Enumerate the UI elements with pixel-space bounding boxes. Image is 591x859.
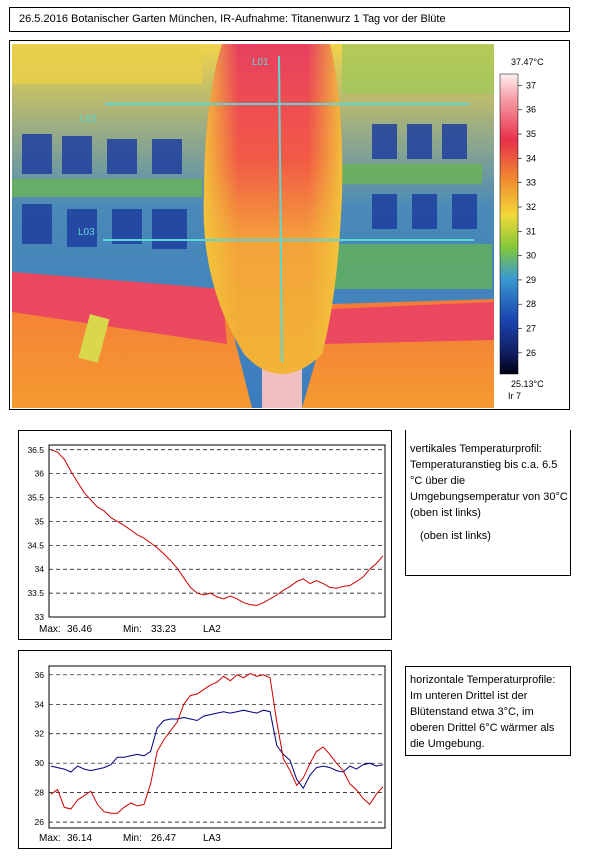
y-tick-label: 35.5 xyxy=(27,493,44,503)
y-tick-label: 34 xyxy=(35,564,45,574)
colorbar-min-label: 25.13°C xyxy=(511,379,544,389)
y-tick-label: 33 xyxy=(35,612,45,622)
y-tick-label: 34.5 xyxy=(27,540,44,550)
chart1-name: LA2 xyxy=(203,624,221,635)
colorbar-tick-label: 36 xyxy=(526,105,536,115)
colorbar-tick-label: 31 xyxy=(526,226,536,236)
y-tick-label: 36.5 xyxy=(27,445,44,455)
note-vertical-frame xyxy=(405,430,571,576)
profile-line-l01 xyxy=(278,55,283,363)
colorbar-tick-label: 37 xyxy=(526,80,536,90)
chart2-max-value: 36.14 xyxy=(67,833,93,844)
chart-vertical-profile-panel: 36.5 36 35.5 35 34.5 34 33.5 33 Max: 36.46 Min:… xyxy=(18,430,392,640)
series-line-1 xyxy=(50,672,384,814)
title-box: 26.5.2016 Botanischer Garten München, IR… xyxy=(9,7,570,32)
chart1-min-label: Min: xyxy=(123,624,142,635)
chart2-min-label: Min: xyxy=(123,833,142,844)
y-tick-label: 35 xyxy=(35,516,45,526)
line-label-l03: L03 xyxy=(78,227,95,238)
chart2-name: LA3 xyxy=(203,833,221,844)
chart1-max-label: Max: xyxy=(39,624,61,635)
thermal-image: L01 L02 L03 xyxy=(12,44,494,408)
note-horizontal-box xyxy=(405,666,571,756)
colorbar-tick-label: 30 xyxy=(526,251,536,261)
colorbar-tick-label: 27 xyxy=(526,324,536,334)
series-line-0 xyxy=(50,709,384,790)
plot-area xyxy=(48,665,386,829)
chart-horizontal-profile-panel: 36 34 32 30 28 26 Max: 36.14 Min: 26.47 LA3 xyxy=(18,650,392,849)
colorbar-palette-label: Ir 7 xyxy=(508,391,522,401)
y-tick-label: 34 xyxy=(35,699,45,709)
y-tick-label: 36 xyxy=(35,670,45,680)
colorbar-tick-label: 34 xyxy=(526,153,536,163)
note-vertical-extra: (oben ist links) xyxy=(420,530,491,542)
note-vertical-text: vertikales Temperaturprofil: Temperatura… xyxy=(410,443,568,519)
y-tick-label: 36 xyxy=(35,469,45,479)
series-line-0 xyxy=(50,449,384,607)
chart1-max-value: 36.46 xyxy=(67,624,93,635)
y-tick-label: 30 xyxy=(35,758,45,768)
color-scale: 37 36 35 34 33 32 31 30 29 28 27 26 xyxy=(499,73,536,375)
y-tick-label: 28 xyxy=(35,788,45,798)
chart2-min-value: 26.47 xyxy=(151,833,177,844)
chart1-min-value: 33.23 xyxy=(151,624,177,635)
y-tick-label: 33.5 xyxy=(27,588,44,598)
chart2-max-label: Max: xyxy=(39,833,61,844)
line-label-l02: L02 xyxy=(80,114,97,125)
colorbar-tick-label: 28 xyxy=(526,299,536,309)
colorbar-tick-label: 33 xyxy=(526,178,536,188)
colorbar-tick-label: 26 xyxy=(526,348,536,358)
colorbar-max-label: 37.47°C xyxy=(511,57,544,67)
colorbar-tick-label: 35 xyxy=(526,129,536,139)
plot-area xyxy=(48,444,386,618)
chart-vertical-profile: 36.5 36 35.5 35 34.5 34 33.5 33 xyxy=(27,444,386,622)
colorbar-tick-label: 32 xyxy=(526,202,536,212)
page-title: 26.5.2016 Botanischer Garten München, IR… xyxy=(19,13,446,25)
line-label-l01: L01 xyxy=(252,57,269,68)
y-tick-label: 32 xyxy=(35,729,45,739)
note-horizontal-text: horizontale Temperaturprofile: Im untere… xyxy=(410,674,556,750)
y-tick-label: 26 xyxy=(35,817,45,827)
chart-horizontal-profile: 36 34 32 30 28 26 xyxy=(35,665,386,829)
colorbar-tick-label: 29 xyxy=(526,275,536,285)
